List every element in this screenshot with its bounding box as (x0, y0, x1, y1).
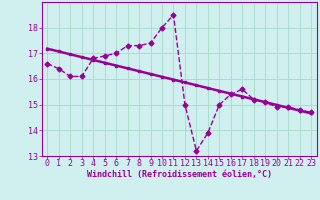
X-axis label: Windchill (Refroidissement éolien,°C): Windchill (Refroidissement éolien,°C) (87, 170, 272, 179)
